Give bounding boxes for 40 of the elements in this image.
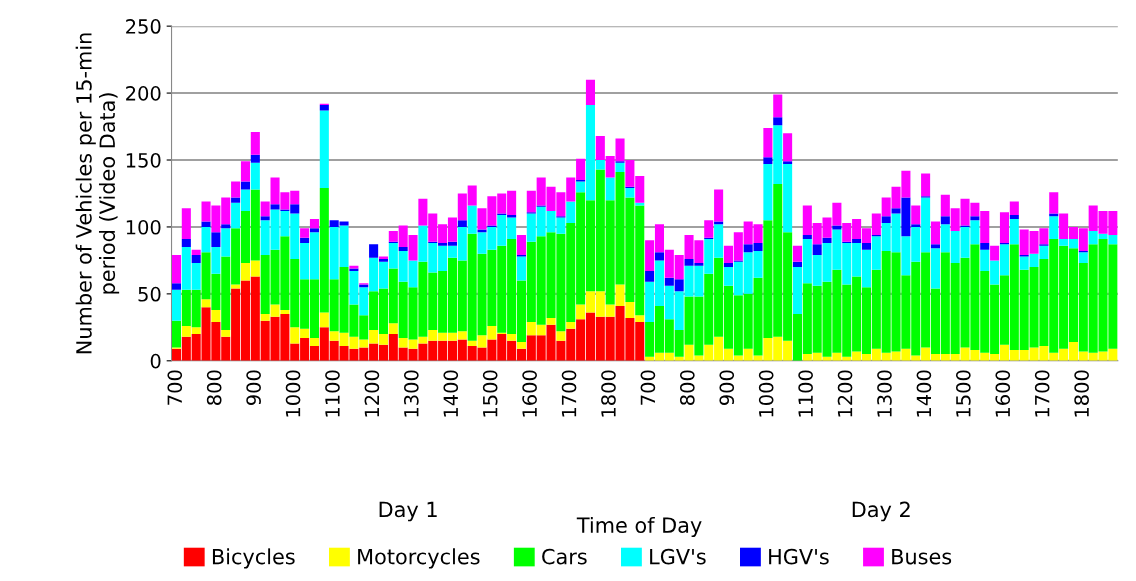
x-tick-label: 1800 (601, 370, 616, 417)
x-tick-label: 1700 (1034, 370, 1050, 417)
legend-label: HGV's (769, 548, 829, 565)
y-tick-label: 150 (126, 152, 161, 168)
y-axis-title: Number of Vehicles per 15-min period (Video Data) (75, 33, 120, 354)
x-tick-label: 1500 (482, 370, 498, 417)
y-tick-label: 200 (126, 86, 161, 101)
x-tick-label: 1300 (403, 370, 419, 417)
x-tick-label: 1300 (877, 370, 892, 417)
x-tick-label: 800 (679, 370, 695, 405)
x-tick-label: 700 (640, 370, 656, 405)
x-tick-label: 1000 (758, 370, 774, 417)
x-tick-label: 1800 (1074, 370, 1089, 417)
x-tick-label: 1200 (364, 370, 380, 417)
x-tick-label: 1600 (995, 370, 1011, 417)
y-tick-label: 50 (138, 286, 161, 302)
x-tick-label: 1400 (443, 370, 459, 417)
legend-label: Cars (542, 548, 587, 565)
x-tick-label: 1100 (325, 370, 340, 417)
x-tick-label: 1500 (955, 370, 971, 417)
legend-label: Buses (892, 548, 952, 565)
x-tick-label: 1000 (285, 370, 301, 417)
x-tick-label: 800 (206, 370, 222, 405)
legend-label: Bicycles (212, 548, 295, 569)
x-axis-title: Time of Day (576, 516, 702, 538)
x-tick-label: 900 (719, 370, 735, 406)
x-tick-label: 1700 (561, 370, 577, 417)
x-tick-label: 1200 (837, 370, 853, 417)
x-tick-label: 1400 (916, 370, 932, 417)
y-tick-label: 0 (150, 353, 161, 369)
text: Day 2 (852, 501, 910, 522)
x-tick-label: 700 (167, 370, 183, 405)
x-tick-label: 1100 (798, 370, 813, 417)
y-tick-label: 100 (126, 219, 161, 235)
x-tick-label: 1600 (522, 370, 537, 417)
legend-label: Motorcycles (358, 548, 480, 569)
x-tick-label: 900 (246, 370, 261, 406)
y-tick-label: 250 (126, 19, 161, 34)
text: Day 1 (379, 501, 437, 522)
legend-label: LGV's (650, 548, 706, 565)
